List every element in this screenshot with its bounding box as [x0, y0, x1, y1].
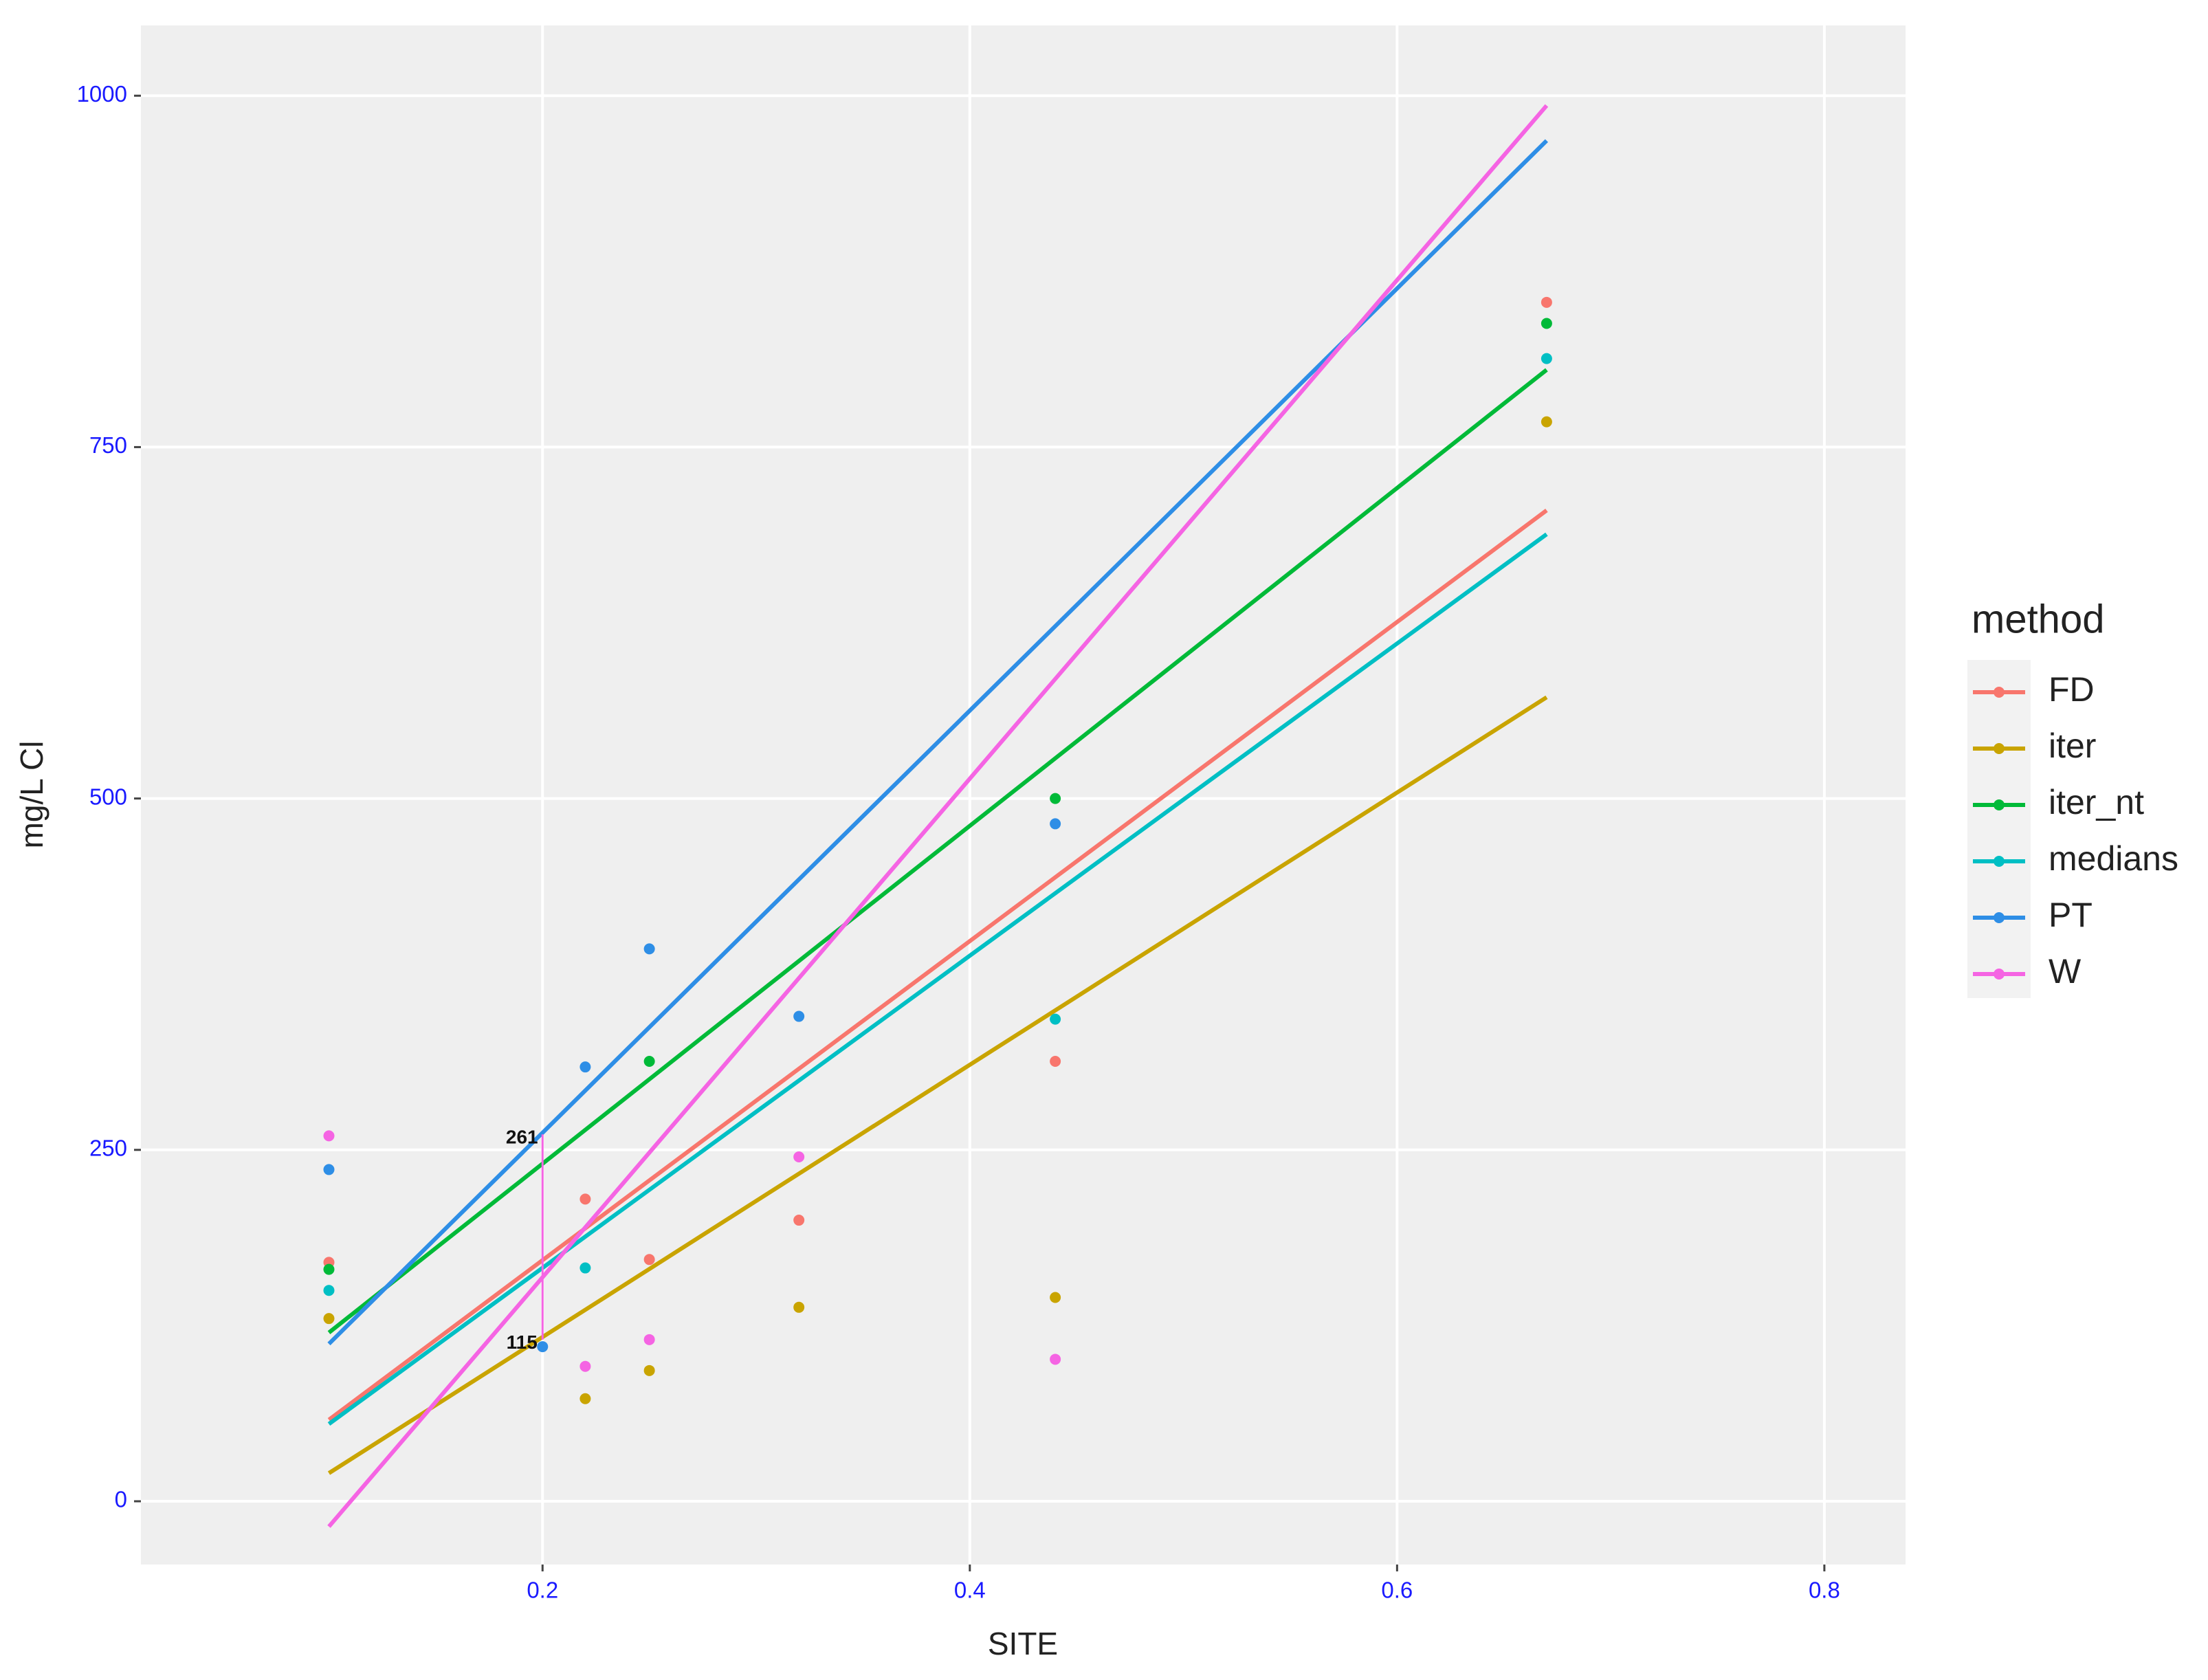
- fit-line: [327, 104, 1549, 1528]
- fit-line: [327, 509, 1548, 1422]
- legend-label: iter: [2049, 727, 2096, 765]
- data-point: [1541, 353, 1552, 364]
- data-point: [643, 943, 655, 955]
- fit-line: [327, 695, 1548, 1475]
- legend-key-point: [1994, 743, 2005, 754]
- y-axis-title: mg/L Cl: [14, 741, 49, 849]
- data-point: [579, 1393, 591, 1404]
- data-point: [579, 1193, 591, 1205]
- panel: [141, 25, 1906, 1565]
- data-point: [1050, 1353, 1061, 1365]
- data-point: [643, 1254, 655, 1265]
- x-tick-label: 0.8: [1809, 1578, 1840, 1603]
- data-point: [579, 1061, 591, 1073]
- legend-key-point: [1994, 969, 2005, 980]
- y-tick-label: 500: [89, 784, 127, 809]
- x-axis-title: SITE: [988, 1626, 1058, 1661]
- legend-label: FD: [2049, 670, 2095, 709]
- legend-keys-bg: [1967, 660, 2031, 998]
- data-point: [1050, 1055, 1061, 1067]
- legend-label: iter_nt: [2049, 783, 2144, 821]
- data-point: [323, 1313, 335, 1325]
- data-point: [1541, 416, 1552, 428]
- data-point: [1541, 296, 1552, 308]
- data-point: [643, 1334, 655, 1345]
- y-tick-label: 0: [115, 1487, 127, 1512]
- data-point: [323, 1263, 335, 1275]
- legend-key-point: [1994, 912, 2005, 923]
- y-tick-label: 750: [89, 432, 127, 458]
- data-point: [1541, 318, 1552, 329]
- data-point: [579, 1360, 591, 1372]
- data-point: [323, 1285, 335, 1296]
- legend-key-point: [1994, 799, 2005, 810]
- data-point: [643, 1364, 655, 1376]
- data-point: [1050, 818, 1061, 830]
- legend-key-point: [1994, 856, 2005, 867]
- data-point: [1050, 793, 1061, 804]
- legend-label: PT: [2049, 896, 2093, 934]
- y-tick-label: 250: [89, 1136, 127, 1161]
- legend-title: method: [1972, 597, 2104, 641]
- legend-key-point: [1994, 687, 2005, 698]
- data-point: [323, 1130, 335, 1142]
- data-point: [643, 1055, 655, 1067]
- x-tick-label: 0.4: [954, 1578, 986, 1603]
- data-point: [537, 1341, 549, 1353]
- data-point: [323, 1164, 335, 1175]
- data-point: [793, 1215, 805, 1226]
- annotation-label: 115: [507, 1331, 538, 1353]
- x-tick-label: 0.6: [1381, 1578, 1413, 1603]
- fit-line: [327, 532, 1548, 1426]
- data-point: [793, 1151, 805, 1163]
- data-point: [793, 1301, 805, 1313]
- legend-label: medians: [2049, 839, 2178, 878]
- legend-label: W: [2049, 952, 2082, 991]
- data-point: [793, 1010, 805, 1022]
- data-point: [1050, 1013, 1061, 1025]
- data-point: [1050, 1292, 1061, 1303]
- y-tick-label: 1000: [77, 81, 127, 107]
- fit-line: [327, 368, 1548, 1334]
- x-tick-label: 0.2: [527, 1578, 558, 1603]
- data-point: [579, 1262, 591, 1274]
- annotation-label: 261: [506, 1127, 538, 1148]
